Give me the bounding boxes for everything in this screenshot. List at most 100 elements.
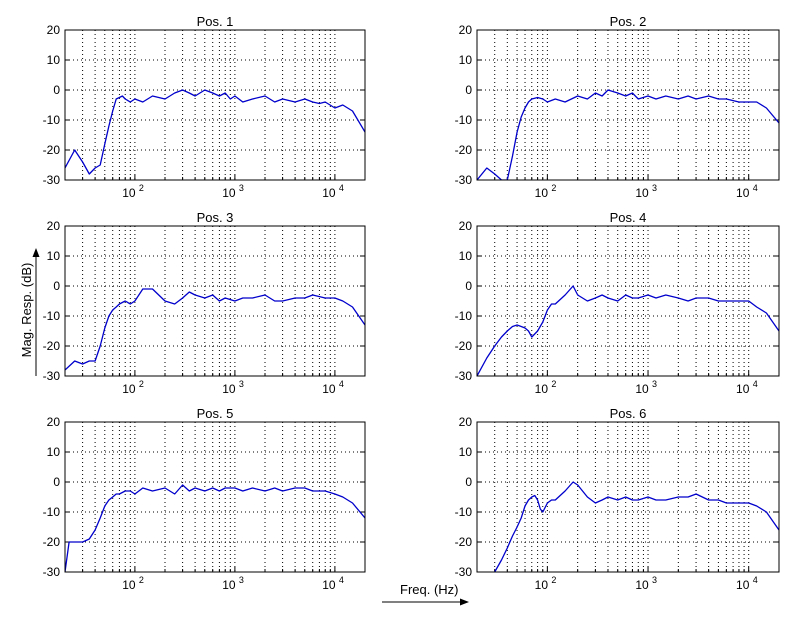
xlabel-group: Freq. (Hz)	[382, 582, 469, 606]
y-tick-label: -10	[455, 309, 473, 323]
ylabel-group: Mag. Resp. (dB)	[19, 248, 40, 376]
x-tick-label: 10	[535, 186, 549, 200]
series-line	[65, 485, 365, 572]
y-tick-label: -20	[455, 143, 473, 157]
panel-title: Pos. 5	[197, 406, 234, 421]
x-tick-label-exponent: 3	[652, 379, 657, 389]
y-tick-label: 0	[53, 475, 60, 489]
y-tick-label: -30	[455, 565, 473, 579]
x-tick-label-exponent: 3	[652, 575, 657, 585]
y-tick-label: -30	[43, 173, 61, 187]
x-tick-label: 10	[635, 382, 649, 396]
x-tick-label-exponent: 3	[239, 379, 244, 389]
y-tick-label: 20	[47, 23, 61, 37]
series-line	[477, 90, 779, 180]
x-tick-label-exponent: 2	[551, 575, 556, 585]
panel-frame	[477, 30, 779, 180]
y-tick-label: -20	[43, 535, 61, 549]
y-tick-label: 10	[47, 445, 61, 459]
panel-title: Pos. 1	[197, 14, 234, 29]
panel-frame	[65, 422, 365, 572]
x-tick-label-exponent: 2	[551, 379, 556, 389]
x-tick-label: 10	[535, 578, 549, 592]
y-tick-label: -10	[43, 309, 61, 323]
y-tick-label: -10	[43, 113, 61, 127]
xlabel-arrow-head	[460, 599, 469, 606]
y-tick-label: 0	[465, 475, 472, 489]
panel-frame	[65, 226, 365, 376]
ylabel: Mag. Resp. (dB)	[19, 263, 34, 358]
y-tick-label: 20	[459, 415, 473, 429]
panel-title: Pos. 4	[610, 210, 647, 225]
x-tick-label-exponent: 2	[139, 379, 144, 389]
x-tick-label: 10	[222, 578, 236, 592]
y-tick-label: -20	[43, 143, 61, 157]
x-tick-label: 10	[322, 186, 336, 200]
y-tick-label: 0	[465, 279, 472, 293]
y-tick-label: 10	[459, 53, 473, 67]
x-tick-label-exponent: 2	[551, 183, 556, 193]
panel-frame	[65, 30, 365, 180]
x-tick-label-exponent: 4	[753, 379, 758, 389]
ylabel-arrow-head	[33, 248, 40, 257]
x-tick-label: 10	[122, 578, 136, 592]
x-tick-label: 10	[635, 578, 649, 592]
y-tick-label: -20	[455, 339, 473, 353]
x-tick-label-exponent: 4	[339, 575, 344, 585]
y-tick-label: -30	[455, 173, 473, 187]
series-line	[477, 286, 779, 376]
x-tick-label-exponent: 3	[239, 183, 244, 193]
x-tick-label-exponent: 4	[753, 575, 758, 585]
x-tick-label: 10	[322, 578, 336, 592]
x-tick-label: 10	[736, 578, 750, 592]
y-tick-label: 20	[47, 219, 61, 233]
x-tick-label: 10	[736, 382, 750, 396]
y-tick-label: -30	[43, 565, 61, 579]
y-tick-label: -30	[455, 369, 473, 383]
x-tick-label-exponent: 4	[753, 183, 758, 193]
x-tick-label: 10	[122, 382, 136, 396]
x-tick-label: 10	[122, 186, 136, 200]
y-tick-label: 10	[47, 53, 61, 67]
y-tick-label: 0	[465, 83, 472, 97]
y-tick-label: 10	[459, 445, 473, 459]
x-tick-label: 10	[635, 186, 649, 200]
y-tick-label: 20	[459, 219, 473, 233]
y-tick-label: 0	[53, 83, 60, 97]
x-tick-label: 10	[222, 382, 236, 396]
y-tick-label: 10	[47, 249, 61, 263]
y-tick-label: -20	[455, 535, 473, 549]
panel-title: Pos. 6	[610, 406, 647, 421]
x-tick-label: 10	[322, 382, 336, 396]
y-tick-label: 20	[47, 415, 61, 429]
x-tick-label-exponent: 2	[139, 575, 144, 585]
panel-title: Pos. 2	[610, 14, 647, 29]
x-tick-label-exponent: 4	[339, 183, 344, 193]
x-tick-label-exponent: 3	[652, 183, 657, 193]
y-tick-label: -20	[43, 339, 61, 353]
x-tick-label: 10	[222, 186, 236, 200]
x-tick-label-exponent: 2	[139, 183, 144, 193]
panel-title: Pos. 3	[197, 210, 234, 225]
x-tick-label: 10	[736, 186, 750, 200]
y-tick-label: -10	[455, 505, 473, 519]
panel-frame	[477, 422, 779, 572]
series-line	[65, 90, 365, 174]
series-line	[65, 289, 365, 370]
xlabel: Freq. (Hz)	[400, 582, 459, 597]
x-tick-label: 10	[535, 382, 549, 396]
x-tick-label-exponent: 4	[339, 379, 344, 389]
y-tick-label: -10	[455, 113, 473, 127]
y-tick-label: 10	[459, 249, 473, 263]
x-tick-label-exponent: 3	[239, 575, 244, 585]
y-tick-label: -10	[43, 505, 61, 519]
y-tick-label: 0	[53, 279, 60, 293]
